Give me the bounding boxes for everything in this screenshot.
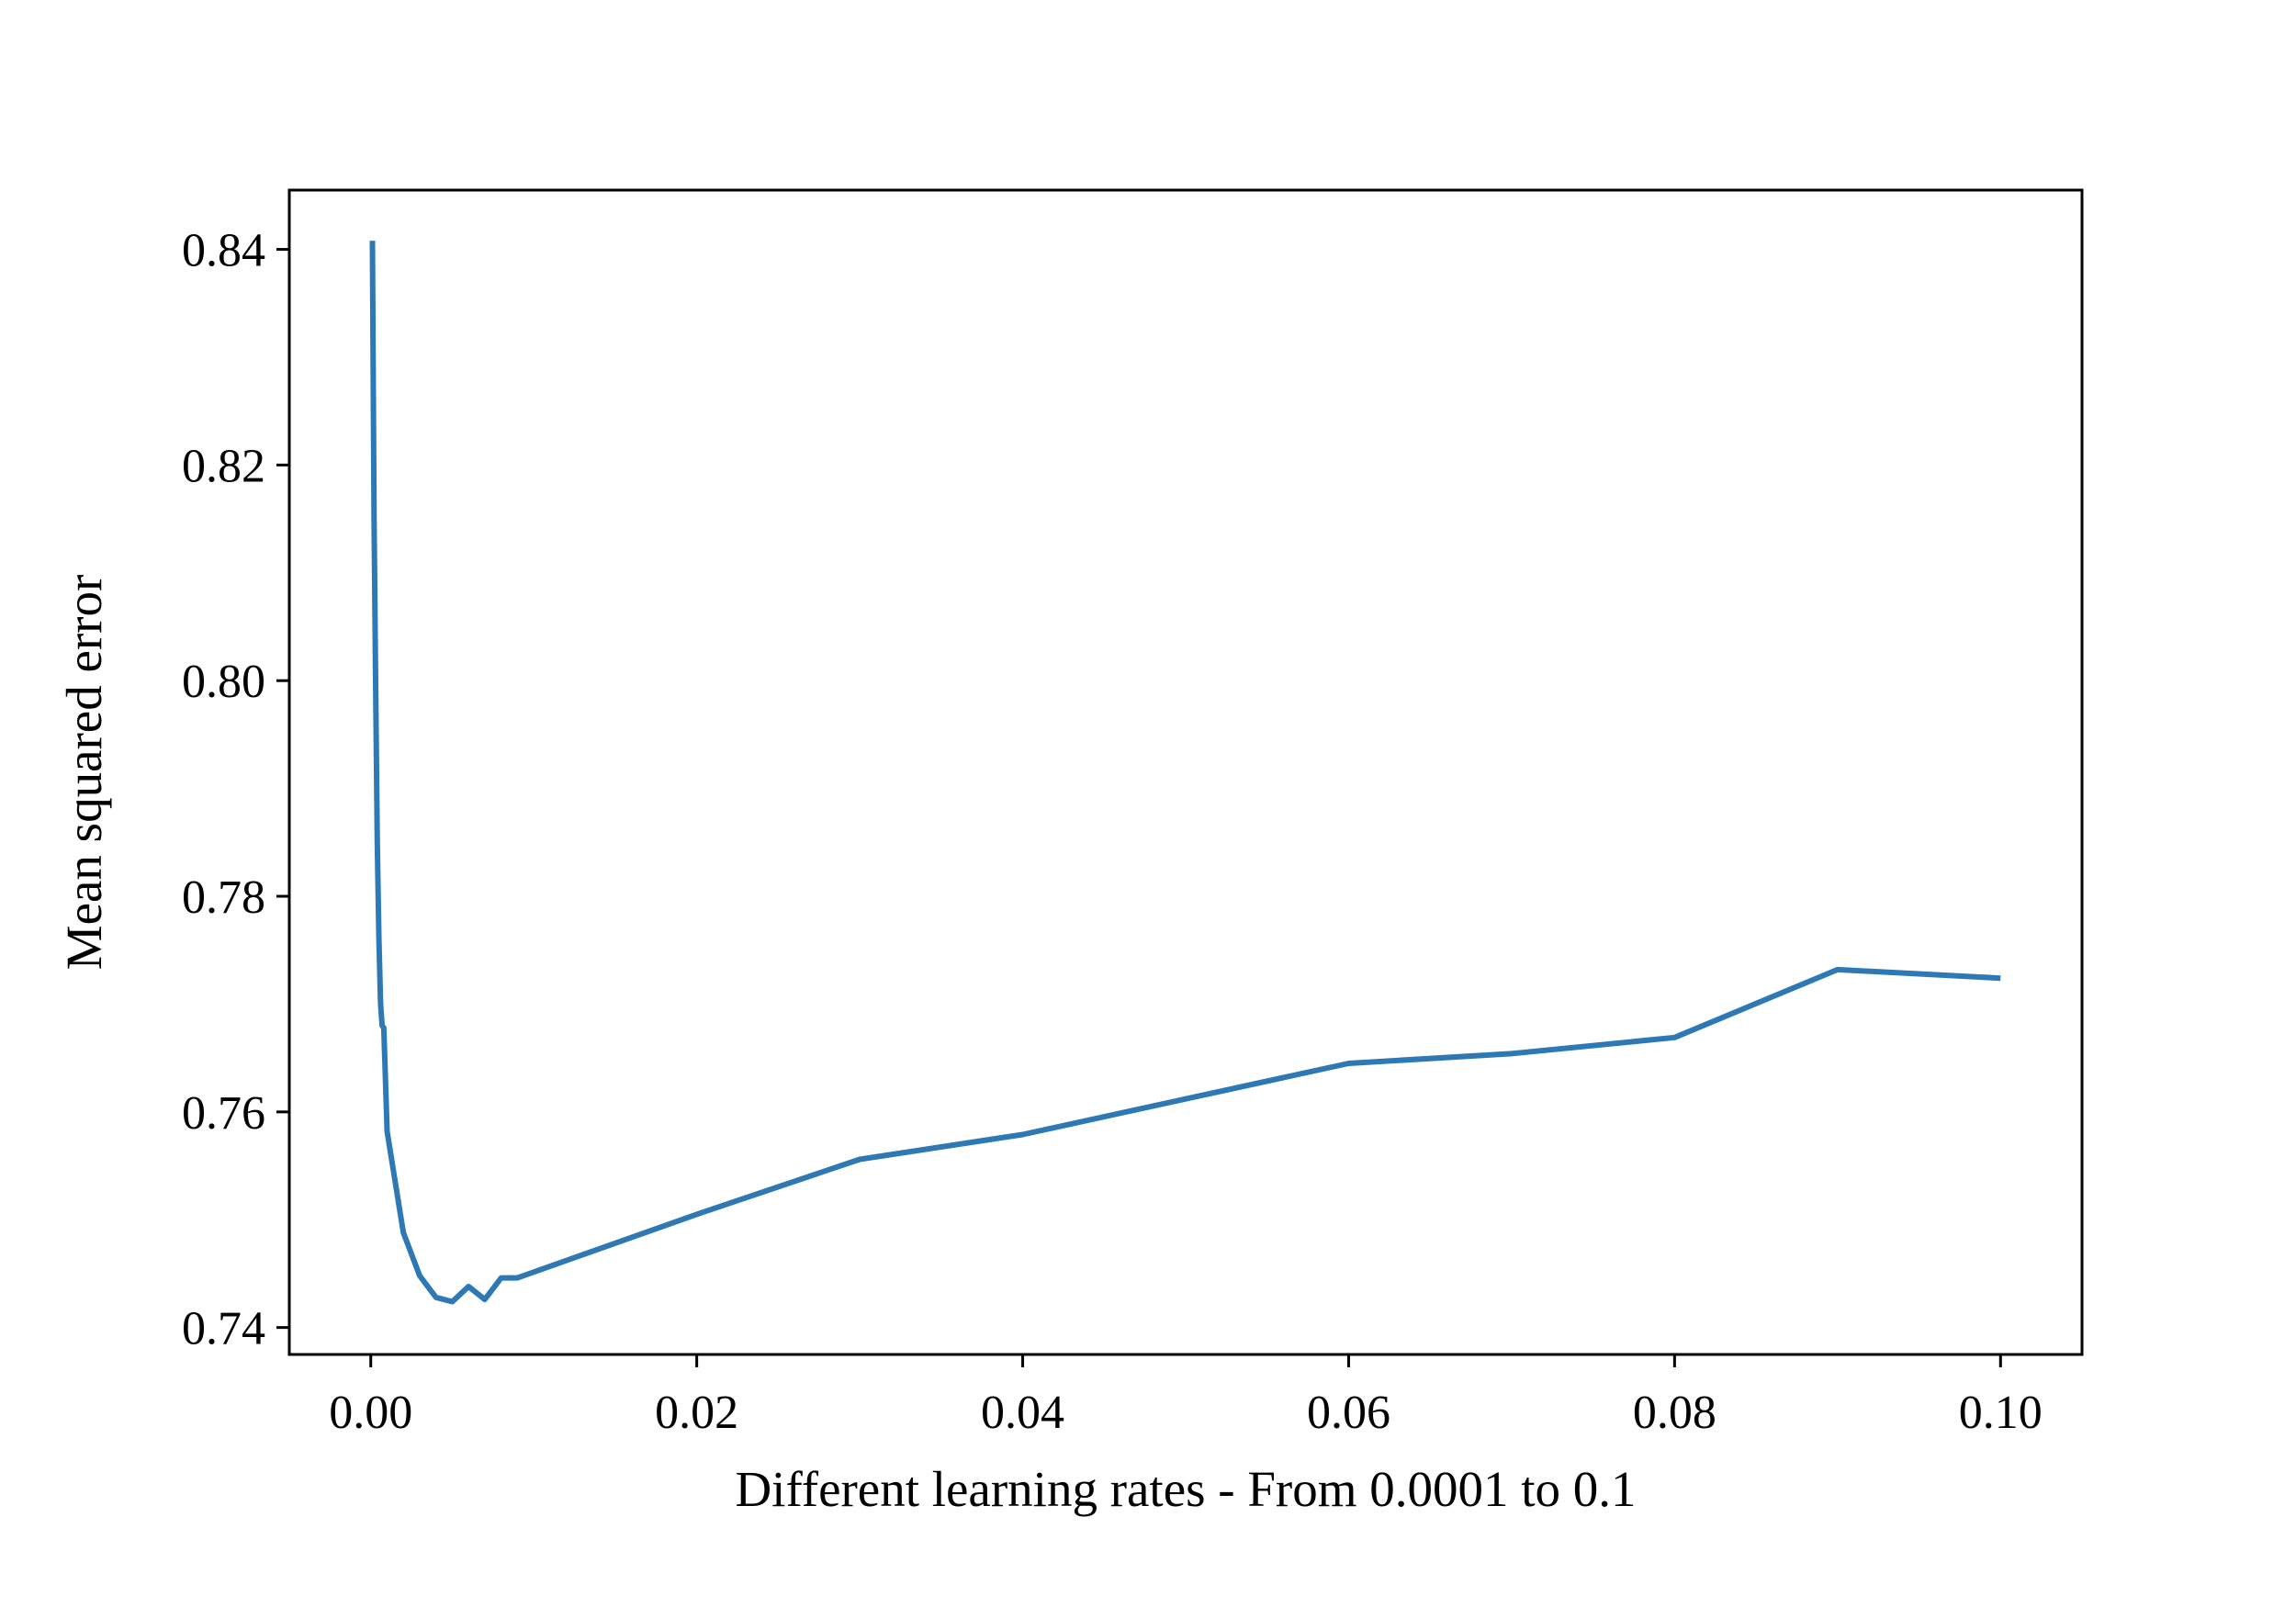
x-tick-label: 0.08 — [1633, 1387, 1716, 1439]
series-line — [369, 241, 2001, 1305]
data-point — [383, 1077, 388, 1083]
data-point — [499, 1275, 504, 1281]
data-point — [381, 1025, 387, 1030]
y-tick-label: 0.80 — [182, 656, 265, 708]
x-axis-title: Different learning rates - From 0.0001 t… — [735, 1461, 1636, 1517]
data-point — [375, 839, 380, 845]
x-tick-label: 0.02 — [655, 1387, 738, 1439]
data-point — [857, 1157, 862, 1163]
data-point — [482, 1297, 488, 1302]
data-point — [373, 689, 378, 694]
x-tick-label: 0.00 — [329, 1387, 412, 1439]
y-axis: 0.74 0.76 0.78 0.80 0.82 0.84 — [182, 225, 289, 1355]
x-axis: 0.00 0.02 0.04 0.06 0.08 0.10 — [329, 1354, 2043, 1439]
x-tick-label: 0.10 — [1959, 1387, 2043, 1439]
data-point — [1998, 975, 2003, 981]
data-point — [1020, 1132, 1026, 1138]
y-tick-label: 0.84 — [182, 225, 265, 277]
axes-frame — [287, 188, 2084, 1356]
data-point — [1346, 1061, 1352, 1066]
data-point — [371, 516, 377, 522]
data-point — [433, 1295, 439, 1300]
data-point — [417, 1273, 422, 1278]
data-point — [514, 1275, 520, 1281]
data-point — [400, 1230, 406, 1235]
data-point — [1183, 1096, 1188, 1102]
y-tick-label: 0.74 — [182, 1303, 265, 1355]
data-point — [1835, 967, 1840, 972]
x-tick-label: 0.06 — [1307, 1387, 1390, 1439]
data-point — [1671, 1035, 1677, 1040]
data-point — [694, 1211, 700, 1217]
data-point — [450, 1299, 456, 1305]
data-point — [466, 1284, 471, 1289]
data-point — [370, 238, 376, 243]
plot-area — [369, 238, 2003, 1305]
y-tick-label: 0.78 — [182, 871, 265, 924]
x-tick-label: 0.04 — [981, 1387, 1064, 1439]
data-point — [377, 1001, 383, 1006]
data-point — [377, 937, 382, 942]
y-tick-label: 0.82 — [182, 440, 265, 492]
data-point — [385, 1129, 390, 1134]
data-point — [1509, 1051, 1514, 1056]
y-axis-title: Mean squared error — [56, 575, 112, 971]
y-tick-label: 0.76 — [182, 1087, 265, 1140]
